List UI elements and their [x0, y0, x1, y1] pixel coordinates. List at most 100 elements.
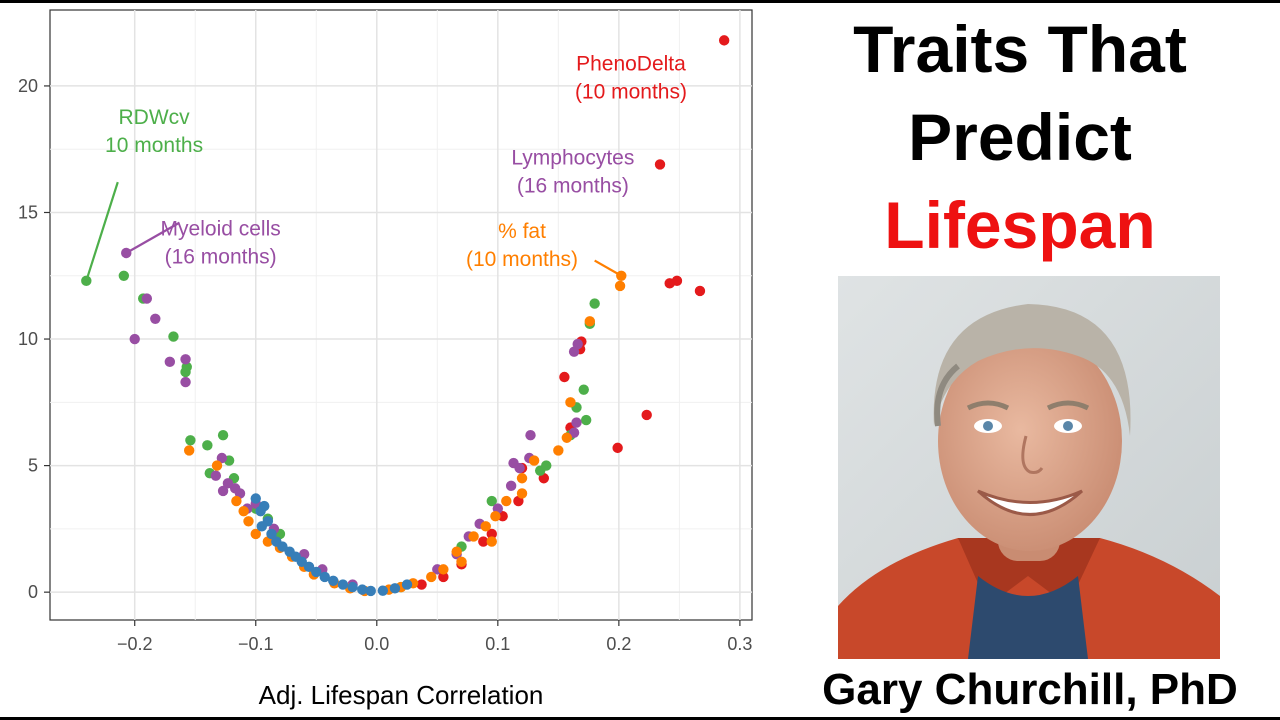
data-point-red	[612, 442, 623, 454]
data-point-blue	[328, 575, 339, 586]
speaker-name: Gary Churchill, PhD	[822, 665, 1238, 714]
data-point-orange	[238, 505, 249, 517]
data-point-green	[118, 270, 130, 281]
data-point-orange	[553, 445, 564, 456]
x-axis-label: Adj. Lifespan Correlation	[259, 680, 544, 710]
speaker-photo	[838, 276, 1220, 659]
axis-ticks: −0.2 −0.1 0.0 0.1 0.2 0.3 0 5 10 15 20	[18, 76, 752, 654]
data-point-purple	[216, 452, 228, 464]
data-point-blue	[296, 556, 307, 567]
data-point-orange	[231, 495, 242, 507]
data-point-orange	[468, 531, 479, 542]
headline-line-1: Traits That	[853, 12, 1187, 86]
data-point-blue	[266, 528, 277, 540]
data-point-orange	[211, 460, 223, 471]
data-point-red	[438, 571, 449, 583]
scatter-chart: PhenoDelta (10 months) Lymphocytes (16 mont…	[18, 9, 753, 710]
annotation-pointer-rdwcv	[85, 181, 119, 282]
data-point-purple	[164, 356, 176, 368]
data-point-red	[671, 275, 683, 287]
data-point-green	[185, 435, 196, 446]
x-tick-label: −0.2	[117, 634, 153, 654]
annotation-rdwcv-line-2: 10 months	[105, 134, 203, 157]
annotation-pct-fat-line-2: (10 months)	[466, 248, 578, 271]
data-point-red	[641, 409, 652, 421]
data-point-orange	[438, 564, 449, 575]
x-tick-label: 0.2	[606, 634, 631, 654]
data-point-orange	[451, 546, 462, 557]
data-point-green	[217, 430, 229, 441]
data-point-blue	[256, 521, 268, 532]
data-point-orange	[456, 556, 467, 567]
data-point-orange	[614, 280, 626, 292]
data-point-purple	[217, 485, 229, 497]
data-point-red	[654, 159, 666, 170]
data-point-purple	[568, 346, 580, 357]
y-tick-label: 20	[18, 76, 38, 96]
data-point-blue	[357, 584, 368, 595]
data-point-purple	[505, 480, 517, 492]
data-point-purple	[525, 430, 536, 441]
annotation-phenodelta-line-2: (10 months)	[575, 81, 687, 104]
data-point-green	[578, 384, 589, 395]
headline-line-2: Predict	[908, 100, 1132, 174]
data-point-purple	[210, 470, 222, 481]
person-portrait-icon	[838, 276, 1220, 659]
data-point-purple	[568, 427, 580, 438]
data-point-orange	[486, 536, 497, 547]
data-point-purple	[222, 478, 234, 489]
data-point-blue	[347, 581, 358, 593]
data-point-orange	[250, 528, 261, 540]
headline-line-3: Lifespan	[884, 188, 1156, 262]
data-point-purple	[129, 333, 140, 345]
data-point-blue	[377, 585, 389, 596]
data-point-green	[168, 331, 179, 342]
data-point-green	[202, 440, 213, 451]
data-point-orange	[426, 571, 437, 583]
x-tick-label: 0.1	[485, 634, 510, 654]
data-point-green	[580, 414, 592, 426]
data-point-orange	[516, 473, 528, 484]
annotation-pointer-pct-fat	[594, 259, 622, 277]
x-tick-label: 0.3	[727, 634, 752, 654]
data-point-orange	[561, 432, 573, 443]
annotation-rdwcv-line-1: RDWcv	[119, 106, 191, 129]
data-point-purple	[180, 354, 191, 365]
data-point-orange	[243, 516, 254, 527]
data-point-red	[416, 579, 427, 590]
data-point-red	[559, 371, 570, 383]
annotation-lymphocytes-line-2: (16 months)	[517, 174, 629, 197]
annotation-pointer-myeloid	[125, 221, 181, 254]
plot-panel	[49, 9, 753, 621]
annotation-phenodelta-line-1: PhenoDelta	[576, 53, 686, 76]
data-point-purple	[571, 417, 582, 428]
data-point-green	[541, 460, 552, 471]
data-point-orange	[480, 521, 491, 532]
data-point-blue	[303, 561, 315, 573]
data-point-orange	[183, 445, 195, 456]
data-point-blue	[311, 566, 322, 578]
data-point-red	[718, 35, 730, 46]
data-point-blue	[401, 579, 413, 590]
data-point-purple	[150, 313, 161, 324]
x-tick-label: −0.1	[238, 634, 274, 654]
top-border	[0, 0, 1280, 3]
bottom-border	[0, 717, 1280, 720]
data-point-green	[589, 298, 600, 309]
data-points	[81, 35, 730, 597]
data-point-green	[486, 495, 497, 507]
data-point-purple	[141, 293, 153, 304]
data-point-orange	[516, 488, 528, 499]
data-point-red	[694, 285, 706, 297]
data-point-orange	[528, 455, 540, 466]
data-point-orange	[501, 495, 512, 507]
y-tick-label: 15	[18, 202, 38, 222]
x-tick-label: 0.0	[364, 634, 389, 654]
data-point-orange	[490, 511, 501, 522]
data-point-blue	[365, 585, 376, 597]
data-point-purple	[180, 376, 191, 388]
data-point-red	[478, 536, 489, 547]
data-point-green	[180, 366, 191, 378]
annotation-pct-fat-line-1: % fat	[498, 220, 546, 243]
data-point-red	[486, 528, 497, 540]
